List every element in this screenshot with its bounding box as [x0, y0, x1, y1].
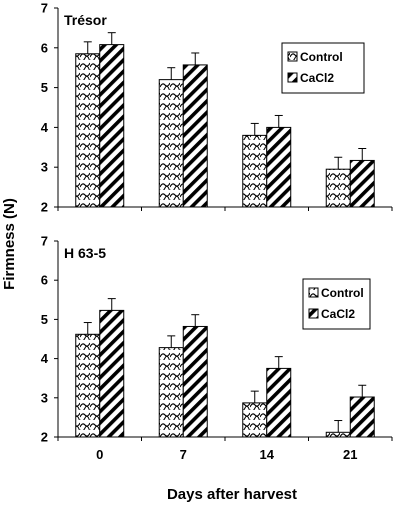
bar-cacl2-0 — [99, 44, 125, 208]
chart-panel-2: H 63-5 2 3 4 5 6 7 0 7 14 21 Control CaCl2 — [41, 234, 393, 462]
x-tick-label: 0 — [96, 447, 103, 462]
bar-cacl2-14 — [266, 367, 292, 438]
y-tick-label: 5 — [41, 80, 48, 95]
chart-panel-1: Trésor 2 3 4 5 6 7 Control CaCl2 — [41, 1, 393, 215]
bar-control-0 — [75, 333, 101, 438]
bar-cacl2-0 — [99, 309, 125, 438]
y-tick-label: 6 — [41, 273, 48, 288]
legend-label-cacl2: CaCl2 — [321, 307, 355, 321]
legend-label-control: Control — [300, 50, 343, 64]
x-axis-title: Days after harvest — [167, 486, 297, 503]
panel-label: H 63-5 — [64, 245, 106, 261]
bar-control-0 — [75, 53, 101, 208]
legend-swatch-control — [287, 51, 298, 62]
legend-label-control: Control — [321, 286, 364, 300]
legend: Control CaCl2 — [302, 278, 371, 330]
y-tick-label: 7 — [41, 234, 48, 249]
bar-cacl2-7 — [182, 64, 208, 208]
bar-control-21 — [325, 168, 351, 208]
panel-label: Trésor — [64, 12, 107, 28]
y-tick-label: 7 — [41, 1, 48, 16]
y-tick-label: 2 — [41, 200, 48, 215]
legend-label-cacl2: CaCl2 — [300, 71, 334, 85]
y-tick-label: 3 — [41, 390, 48, 405]
bar-cacl2-21 — [349, 396, 375, 438]
y-tick-label: 6 — [41, 40, 48, 55]
bar-cacl2-7 — [182, 325, 208, 438]
bar-control-7 — [158, 347, 184, 438]
y-tick-label: 5 — [41, 312, 48, 327]
legend-box — [302, 278, 371, 330]
legend-swatch-control — [308, 287, 319, 298]
y-tick-label: 3 — [41, 160, 48, 175]
x-tick-label: 21 — [343, 447, 357, 462]
y-tick-label: 4 — [41, 351, 49, 366]
legend: Control CaCl2 — [281, 42, 365, 94]
bar-control-14 — [242, 134, 268, 208]
y-tick-label: 4 — [41, 120, 49, 135]
bar-cacl2-14 — [266, 126, 292, 208]
x-tick-label: 14 — [260, 447, 275, 462]
bar-cacl2-21 — [349, 159, 375, 208]
bar-control-21 — [325, 431, 351, 438]
legend-swatch-cacl2 — [308, 308, 319, 319]
x-tick-label: 7 — [180, 447, 187, 462]
bar-control-7 — [158, 79, 184, 208]
y-tick-label: 2 — [41, 430, 48, 445]
legend-box — [281, 42, 365, 94]
bar-control-14 — [242, 402, 268, 438]
legend-swatch-cacl2 — [287, 72, 298, 83]
y-axis-title: Firmness (N) — [1, 198, 18, 290]
